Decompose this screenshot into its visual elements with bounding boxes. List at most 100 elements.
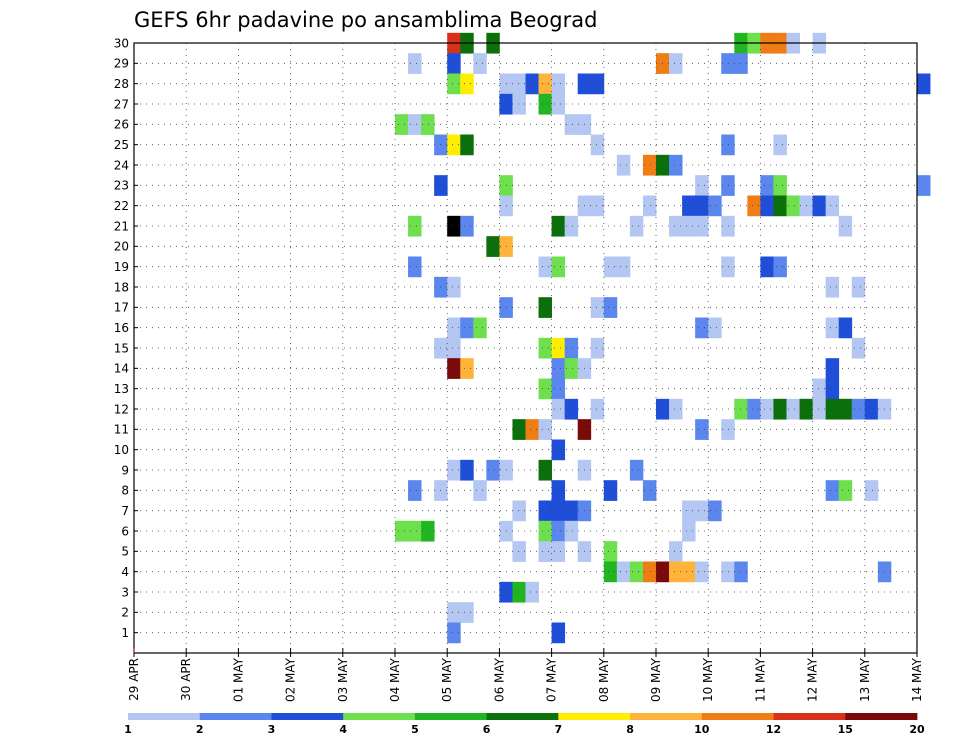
heatmap-cell: [564, 520, 579, 542]
heatmap-cell: [734, 53, 748, 74]
heatmap-cell: [669, 398, 683, 420]
heatmap-cell: [590, 398, 605, 420]
heatmap-cell: [642, 195, 657, 217]
colorbar-label: 1: [124, 723, 132, 736]
y-tick-label: 24: [114, 158, 129, 172]
heatmap-cell: [682, 215, 696, 237]
y-tick-label: 19: [114, 260, 129, 274]
heatmap-cell: [421, 520, 435, 542]
heatmap-cell: [447, 337, 461, 359]
colorbar-label: 20: [909, 723, 925, 736]
heatmap-cell: [760, 175, 774, 196]
colorbar-swatch: [845, 713, 918, 720]
heatmap-cell: [812, 378, 827, 400]
colorbar-label: 10: [694, 723, 710, 736]
heatmap-cell: [760, 398, 774, 420]
chart-title: GEFS 6hr padavine po ansamblima Beograd: [134, 8, 597, 32]
heatmap-cell: [447, 459, 461, 481]
heatmap-cell: [525, 581, 539, 603]
heatmap-cell: [590, 73, 605, 95]
y-tick-label: 15: [114, 341, 129, 355]
heatmap-cell: [695, 215, 709, 237]
x-tick-label: 10 MAY: [701, 657, 715, 702]
heatmap-cell: [473, 317, 487, 339]
heatmap-cell: [538, 73, 552, 95]
heatmap-cell: [408, 480, 422, 501]
colorbar-label: 5: [411, 723, 419, 736]
heatmap-cells: [395, 32, 931, 644]
heatmap-cell: [734, 398, 748, 420]
heatmap-cell: [525, 73, 539, 95]
colorbar-swatch: [630, 713, 703, 720]
y-tick-label: 23: [114, 179, 129, 193]
heatmap-cell: [682, 520, 696, 542]
heatmap-cell: [564, 114, 579, 135]
heatmap-cell: [447, 276, 461, 298]
heatmap-cell: [760, 195, 774, 217]
y-tick-label: 13: [114, 382, 129, 396]
heatmap-cell: [825, 358, 840, 379]
heatmap-cell: [708, 195, 722, 217]
heatmap-cell: [825, 480, 840, 501]
heatmap-cell: [551, 439, 566, 461]
x-tick-label: 30 APR: [179, 658, 193, 701]
heatmap-cell: [551, 500, 566, 522]
heatmap-cell: [773, 175, 787, 196]
heatmap-cell: [760, 256, 774, 278]
x-tick-label: 01 MAY: [231, 657, 245, 702]
heatmap-cell: [838, 215, 853, 237]
heatmap-cell: [695, 175, 709, 196]
y-tick-label: 2: [121, 606, 129, 620]
y-tick-label: 10: [114, 443, 129, 457]
heatmap-cell: [538, 256, 552, 278]
heatmap-cell: [486, 459, 500, 481]
heatmap-cell: [917, 73, 931, 95]
heatmap-cell: [734, 561, 748, 583]
heatmap-cell: [603, 480, 618, 501]
heatmap-cell: [564, 337, 579, 359]
y-tick-label: 20: [114, 240, 129, 254]
y-tick-label: 29: [114, 57, 129, 71]
heatmap-cell: [525, 419, 539, 440]
heatmap-cell: [629, 561, 644, 583]
heatmap-cell: [512, 500, 526, 522]
heatmap-cell: [603, 561, 618, 583]
heatmap-cell: [551, 480, 566, 501]
heatmap-cell: [616, 256, 631, 278]
x-tick-label: 04 MAY: [388, 657, 402, 702]
heatmap-cell: [551, 398, 566, 420]
heatmap-cell: [851, 337, 866, 359]
colorbar-label: 15: [838, 723, 853, 736]
heatmap-cell: [408, 520, 422, 542]
x-tick-label: 05 MAY: [440, 657, 454, 702]
x-tick-label: 02 MAY: [284, 657, 298, 702]
heatmap-cell: [512, 93, 526, 115]
colorbar-label: 12: [766, 723, 781, 736]
heatmap-cell: [682, 500, 696, 522]
heatmap-cell: [721, 215, 735, 237]
heatmap-cell: [695, 195, 709, 217]
heatmap-cell: [825, 317, 840, 339]
heatmap-cell: [864, 480, 879, 501]
heatmap-cell: [473, 53, 487, 74]
heatmap-cell: [408, 256, 422, 278]
heatmap-cell: [538, 459, 552, 481]
heatmap-cell: [721, 561, 735, 583]
x-tick-label: 08 MAY: [597, 657, 611, 702]
y-tick-label: 1: [121, 626, 129, 640]
x-tick-label: 09 MAY: [649, 657, 663, 702]
heatmap-cell: [642, 480, 657, 501]
heatmap-cell: [812, 398, 827, 420]
heatmap-cell: [786, 398, 800, 420]
heatmap-cell: [747, 195, 761, 217]
heatmap-cell: [447, 134, 461, 156]
heatmap-cell: [395, 114, 409, 135]
heatmap-cell: [460, 73, 474, 95]
heatmap-cell: [917, 175, 931, 196]
heatmap-cell: [447, 358, 461, 379]
colorbar-label: 3: [268, 723, 276, 736]
colorbar-swatch: [486, 713, 559, 720]
y-tick-label: 3: [121, 585, 129, 599]
heatmap-cell: [551, 215, 566, 237]
heatmap-cell: [460, 459, 474, 481]
